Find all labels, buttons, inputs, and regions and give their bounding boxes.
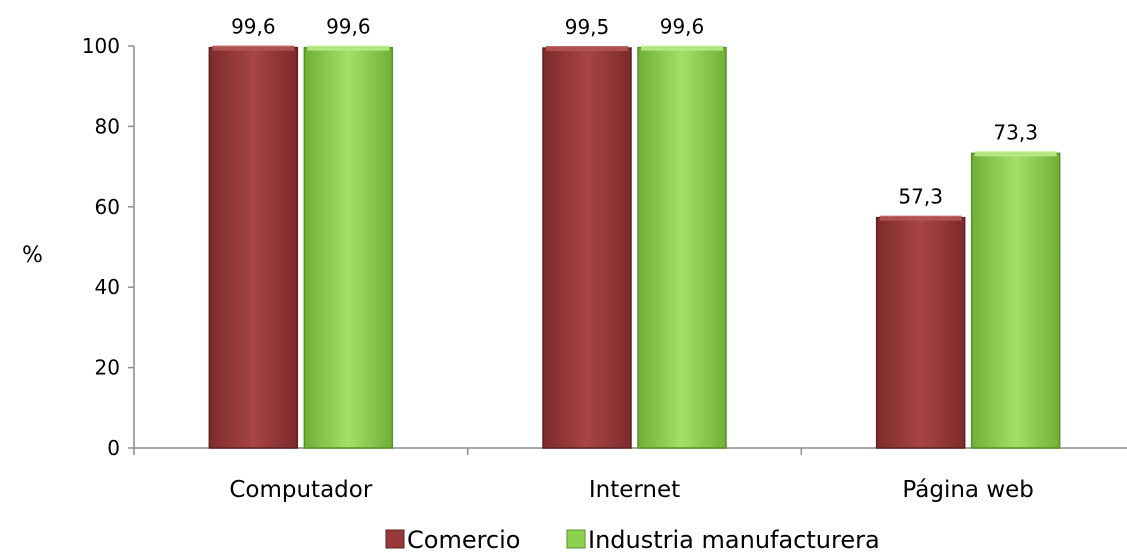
- bar-industria-manufacturera-internet: [637, 46, 727, 449]
- value-label: 99,6: [660, 15, 705, 39]
- category-label-pagina-web: Página web: [902, 477, 1033, 503]
- value-label: 57,3: [898, 185, 943, 209]
- legend-item-comercio: Comercio: [385, 526, 520, 554]
- y-tick-label: 60: [95, 195, 120, 219]
- legend-swatch-comercio: [385, 529, 405, 549]
- legend: Comercio Industria manufacturera: [385, 526, 880, 554]
- bar-top-face: [879, 215, 962, 221]
- legend-item-industria-manufacturera: Industria manufacturera: [566, 526, 880, 554]
- legend-label-comercio: Comercio: [407, 526, 520, 554]
- bar-top-face: [546, 46, 628, 52]
- bar-comercio-computador: [208, 46, 299, 449]
- value-labels: 99,6 99,6 99,5 99,6 57,3 73,3: [231, 15, 1038, 209]
- category-labels: Computador Internet Página web: [229, 477, 1034, 503]
- x-axis-ticks: [133, 448, 803, 455]
- category-label-computador: Computador: [229, 477, 372, 503]
- y-tick-label: 80: [95, 114, 120, 138]
- bar-comercio-pagina-web: [875, 216, 966, 449]
- bar-top-face: [307, 45, 390, 51]
- value-label: 99,6: [326, 15, 371, 39]
- y-tick-label: 0: [107, 436, 120, 460]
- legend-swatch-industria-manufacturera: [566, 529, 586, 549]
- category-label-internet: Internet: [589, 477, 680, 503]
- legend-label-industria-manufacturera: Industria manufacturera: [588, 526, 880, 554]
- bar-industria-manufacturera-pagina-web: [970, 152, 1061, 449]
- bars: [208, 45, 1061, 449]
- value-label: 99,5: [565, 15, 610, 39]
- y-axis-title: %: [22, 243, 43, 268]
- bar-comercio-internet: [542, 47, 632, 449]
- y-axis-ticks: 0 20 40 60 80 100: [82, 34, 134, 460]
- bar-top-face: [641, 45, 723, 51]
- bar-top-face: [212, 45, 295, 51]
- bar-industria-manufacturera-computador: [303, 46, 394, 449]
- y-tick-label: 100: [82, 34, 120, 58]
- y-tick-label: 40: [95, 275, 120, 299]
- bar-top-face: [974, 151, 1057, 157]
- value-label: 99,6: [231, 15, 276, 39]
- value-label: 73,3: [993, 120, 1038, 144]
- y-tick-label: 20: [95, 356, 120, 380]
